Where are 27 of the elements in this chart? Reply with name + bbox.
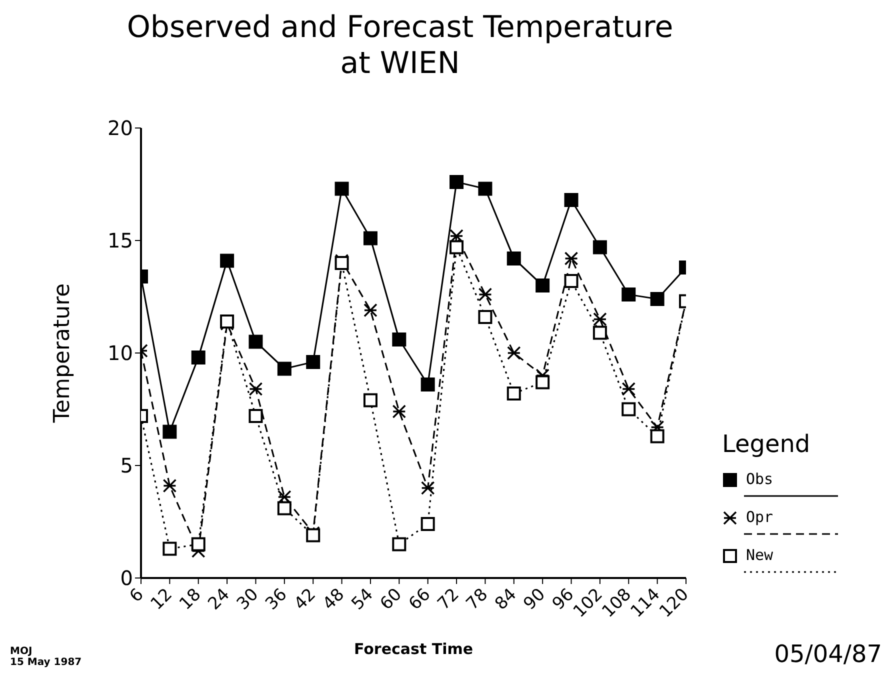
legend-label: Opr bbox=[746, 508, 774, 526]
legend-label: New bbox=[746, 546, 774, 564]
x-tick-label: 72 bbox=[434, 584, 464, 614]
text: MOJ 15 May 1987 bbox=[10, 646, 82, 668]
x-tick-label: 48 bbox=[319, 584, 349, 614]
x-tick-label: 84 bbox=[491, 584, 521, 614]
y-tick-label: 20 bbox=[108, 116, 133, 140]
x-axis-title: Forecast Time bbox=[354, 640, 474, 658]
x-tick-label: 36 bbox=[262, 584, 292, 614]
x-tick-label: 60 bbox=[376, 584, 406, 614]
text: 05/04/87 bbox=[774, 640, 882, 668]
x-tick-label: 42 bbox=[290, 584, 320, 614]
x-tick-label: 66 bbox=[405, 584, 435, 614]
chart-title: Observed and Forecast Temperature at WIEN bbox=[126, 10, 674, 82]
y-axis-title: Temperature bbox=[50, 283, 75, 424]
x-tick-label: 18 bbox=[176, 584, 206, 614]
x-tick-label: 30 bbox=[233, 584, 263, 614]
x-tick-label: 24 bbox=[204, 584, 234, 614]
x-tick-label: 12 bbox=[147, 584, 177, 614]
x-tick-label: 54 bbox=[348, 584, 378, 614]
legend-title: Legend bbox=[722, 430, 812, 458]
y-tick-label: 10 bbox=[108, 341, 133, 366]
legend-label: Obs bbox=[746, 470, 774, 488]
x-tick-label: 78 bbox=[462, 584, 492, 614]
x-tick-label: 90 bbox=[520, 584, 550, 614]
y-tick-label: 15 bbox=[108, 228, 133, 253]
y-tick-label: 5 bbox=[120, 454, 133, 478]
